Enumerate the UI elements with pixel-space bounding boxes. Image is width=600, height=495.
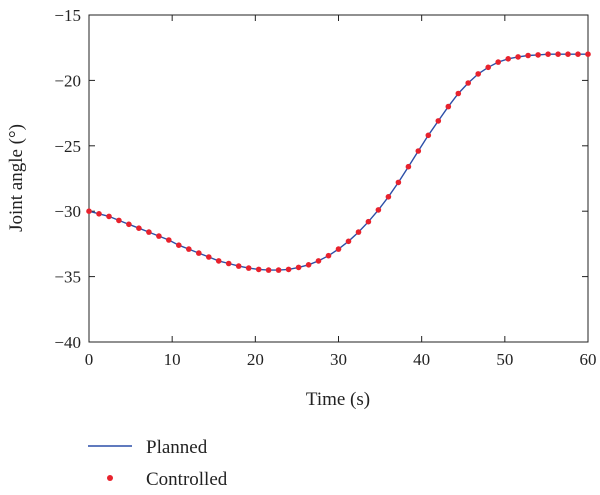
controlled-point [355,229,362,235]
x-axis: 0 10 20 30 40 50 60 [85,15,597,369]
controlled-point [116,217,122,224]
controlled-point [315,258,322,264]
controlled-point [335,246,342,252]
controlled-point [215,258,222,264]
y-tick-label: −30 [54,202,81,221]
controlled-point [86,208,92,214]
controlled-point [96,211,102,217]
controlled-point [206,254,212,260]
controlled-point [325,252,332,259]
controlled-point [146,229,152,235]
controlled-point [465,80,472,86]
controlled-point [545,51,551,57]
y-tick-label: −35 [54,268,81,287]
controlled-point [585,51,591,57]
legend-swatch-controlled [107,475,113,481]
y-tick-label: −15 [54,6,81,25]
controlled-point [475,71,482,77]
controlled-point [365,218,372,225]
controlled-point [265,267,272,273]
controlled-point [245,265,252,271]
legend: Planned Controlled [88,437,228,490]
controlled-point [305,262,312,268]
x-tick-label: 10 [164,350,181,369]
controlled-point [385,194,392,200]
series-line-planned [88,53,588,271]
plot-frame [88,14,589,343]
x-axis-title: Time (s) [306,389,370,410]
controlled-point [425,132,432,139]
x-tick-label: 40 [413,350,430,369]
controlled-point [535,52,541,58]
y-tick-label: −20 [54,71,81,90]
y-axis: −15 −20 −25 −30 −35 −40 [54,6,588,352]
controlled-point [455,90,462,97]
controlled-point [485,64,492,71]
controlled-point [176,242,182,248]
controlled-point [295,264,302,271]
controlled-point [395,179,402,186]
controlled-point [525,52,531,59]
controlled-point [156,233,162,239]
plot-area [88,14,589,343]
controlled-point [136,225,142,231]
controlled-point [495,59,502,65]
controlled-point [235,263,242,269]
controlled-point [505,56,512,62]
x-tick-label: 30 [330,350,347,369]
controlled-point [555,51,561,57]
x-tick-label: 60 [580,350,597,369]
controlled-point [565,51,571,57]
controlled-point [196,250,202,256]
controlled-point [166,237,172,243]
controlled-point [225,260,232,267]
controlled-point [186,246,192,252]
controlled-point [435,118,442,124]
controlled-point [445,103,452,110]
x-tick-label: 50 [496,350,513,369]
controlled-point [275,267,282,273]
controlled-point [375,207,382,213]
x-tick-label: 0 [85,350,94,369]
legend-label: Planned [146,437,208,458]
controlled-point [575,51,581,57]
controlled-point [515,54,521,60]
y-tick-label: −40 [54,333,81,352]
x-tick-label: 20 [247,350,264,369]
controlled-point [255,266,262,273]
series-layer [86,51,591,273]
controlled-point [415,148,422,154]
y-tick-label: −25 [54,137,81,156]
controlled-point [126,221,132,228]
legend-label: Controlled [146,469,228,490]
y-axis-title: Joint angle (°) [6,124,27,232]
controlled-point [106,213,112,220]
controlled-point [345,238,352,245]
controlled-point [285,266,292,273]
controlled-point [405,163,412,170]
